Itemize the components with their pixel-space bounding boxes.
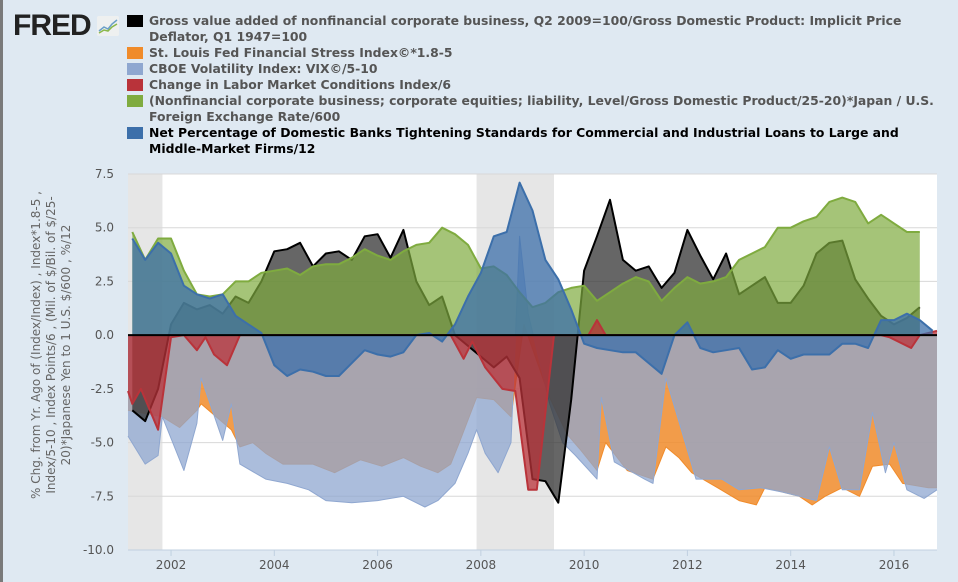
x-tick-label: 2010 — [569, 558, 600, 572]
legend-swatch — [127, 95, 143, 107]
chart-legend: Gross value added of nonfinancial corpor… — [127, 13, 947, 157]
line-chart-icon — [96, 16, 119, 36]
legend-label: Gross value added of nonfinancial corpor… — [149, 13, 902, 44]
series-area-labor-market — [128, 320, 937, 490]
x-tick-label: 2014 — [775, 558, 806, 572]
x-tick-label: 2006 — [362, 558, 393, 572]
y-tick-label: -10.0 — [83, 543, 114, 557]
fred-logo[interactable]: FRED — [13, 9, 119, 43]
legend-item-corporate-equities[interactable]: (Nonfinancial corporate business; corpor… — [127, 93, 947, 125]
legend-item-vix[interactable]: CBOE Volatility Index: VIX©/5-10 — [127, 61, 947, 77]
x-tick-label: 2002 — [156, 558, 187, 572]
legend-label: (Nonfinancial corporate business; corpor… — [149, 93, 934, 124]
legend-swatch — [127, 127, 143, 139]
y-tick-label: 5.0 — [95, 221, 114, 235]
window-border — [0, 0, 3, 582]
y-tick-label: 0.0 — [95, 328, 114, 342]
logo-text: FRED — [13, 9, 92, 42]
y-tick-label: -5.0 — [91, 436, 114, 450]
legend-item-bank-tightening[interactable]: Net Percentage of Domestic Banks Tighten… — [127, 125, 947, 157]
y-tick-label: 2.5 — [95, 274, 114, 288]
legend-label: Change in Labor Market Conditions Index/… — [149, 77, 452, 92]
legend-label: CBOE Volatility Index: VIX©/5-10 — [149, 61, 378, 76]
y-axis-label: % Chg. from Yr. Ago of (Index/Index) , I… — [29, 191, 73, 499]
y-tick-label: -7.5 — [91, 489, 114, 503]
legend-swatch — [127, 15, 143, 27]
series-area-bank-tightening — [132, 182, 933, 376]
legend-swatch — [127, 63, 143, 75]
legend-label: St. Louis Fed Financial Stress Index©*1.… — [149, 45, 453, 60]
legend-item-labor-market[interactable]: Change in Labor Market Conditions Index/… — [127, 77, 947, 93]
legend-swatch — [127, 47, 143, 59]
legend-label: Net Percentage of Domestic Banks Tighten… — [149, 125, 899, 156]
series-area-vix — [128, 236, 937, 508]
y-tick-label: -2.5 — [91, 382, 114, 396]
legend-item-financial-stress[interactable]: St. Louis Fed Financial Stress Index©*1.… — [127, 45, 947, 61]
legend-swatch — [127, 79, 143, 91]
x-tick-label: 2012 — [672, 558, 703, 572]
legend-item-gross-value-added[interactable]: Gross value added of nonfinancial corpor… — [127, 13, 947, 45]
x-tick-label: 2016 — [879, 558, 910, 572]
series-line-bank-tightening — [131, 181, 934, 377]
x-tick-label: 2004 — [259, 558, 290, 572]
x-tick-label: 2008 — [466, 558, 497, 572]
y-tick-label: 7.5 — [95, 167, 114, 181]
series-area-corporate-equities — [132, 197, 920, 336]
